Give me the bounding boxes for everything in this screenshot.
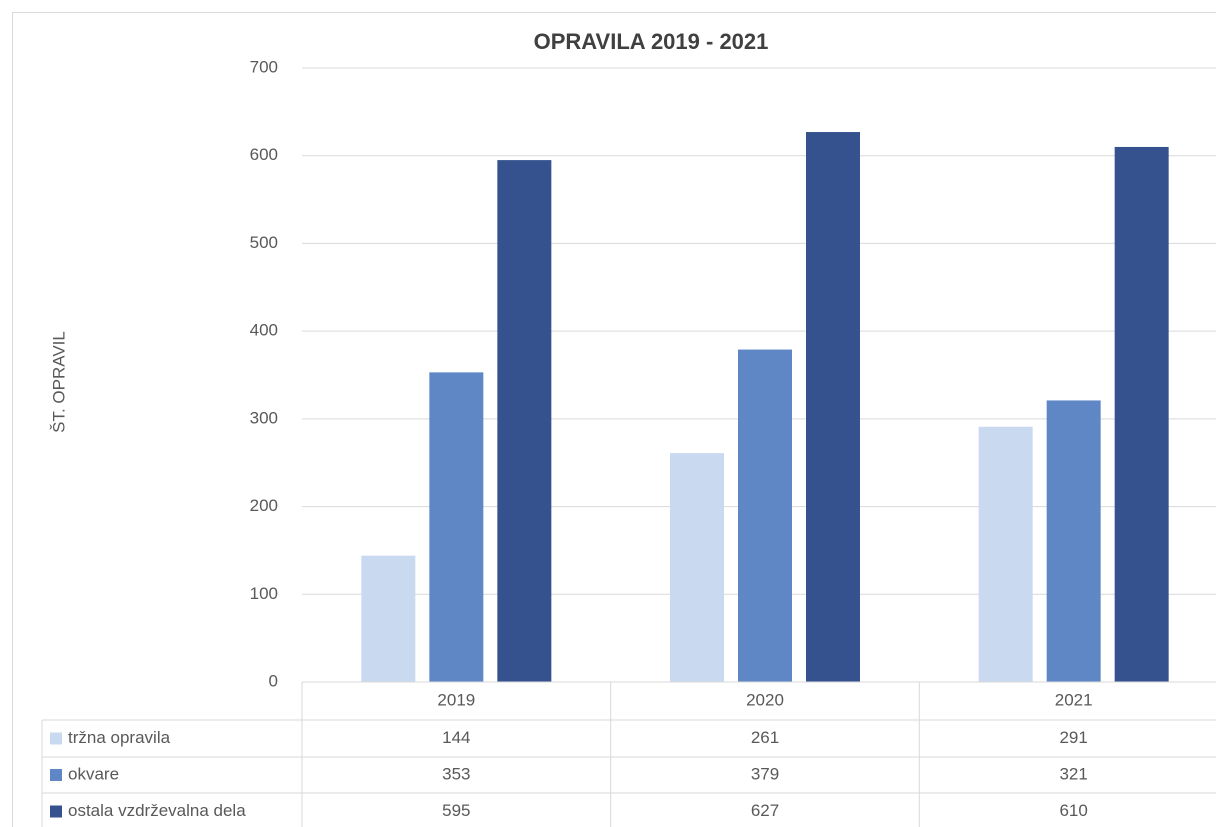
legend-swatch — [50, 805, 62, 818]
table-value: 261 — [751, 728, 779, 747]
y-tick-label: 600 — [250, 145, 278, 164]
y-tick-label: 300 — [250, 408, 278, 427]
y-axis-label: ŠT. OPRAVIL — [49, 331, 68, 433]
y-tick-label: 500 — [250, 233, 278, 252]
table-value: 610 — [1059, 801, 1087, 820]
x-tick-label: 2019 — [437, 690, 475, 709]
table-value: 627 — [751, 801, 779, 820]
legend-swatch — [50, 769, 62, 781]
chart-border — [12, 12, 1216, 827]
legend-label: tržna opravila — [68, 728, 171, 747]
bar — [361, 555, 416, 682]
table-value: 379 — [751, 764, 779, 783]
bar — [806, 132, 860, 682]
table-value: 595 — [442, 801, 470, 820]
chart-title: OPRAVILA 2019 - 2021 — [534, 29, 769, 54]
bar — [1046, 400, 1101, 682]
table-value: 144 — [442, 728, 470, 747]
bar — [1114, 146, 1169, 682]
x-tick-label: 2020 — [746, 690, 784, 709]
legend-label: ostala vzdrževalna dela — [68, 801, 246, 820]
bar — [738, 349, 792, 682]
bar — [978, 426, 1033, 682]
table-value: 353 — [442, 764, 470, 783]
bar — [497, 160, 552, 683]
y-tick-label: 400 — [250, 321, 278, 340]
bar — [429, 372, 484, 682]
legend-swatch — [50, 732, 62, 745]
x-tick-label: 2021 — [1055, 690, 1093, 709]
table-value: 321 — [1059, 764, 1087, 783]
y-tick-label: 0 — [269, 671, 278, 690]
y-tick-label: 700 — [250, 57, 278, 76]
table-value: 291 — [1059, 728, 1087, 747]
bar — [670, 453, 724, 682]
legend-label: okvare — [68, 764, 119, 783]
y-tick-label: 200 — [250, 496, 278, 515]
y-tick-label: 100 — [250, 584, 278, 603]
